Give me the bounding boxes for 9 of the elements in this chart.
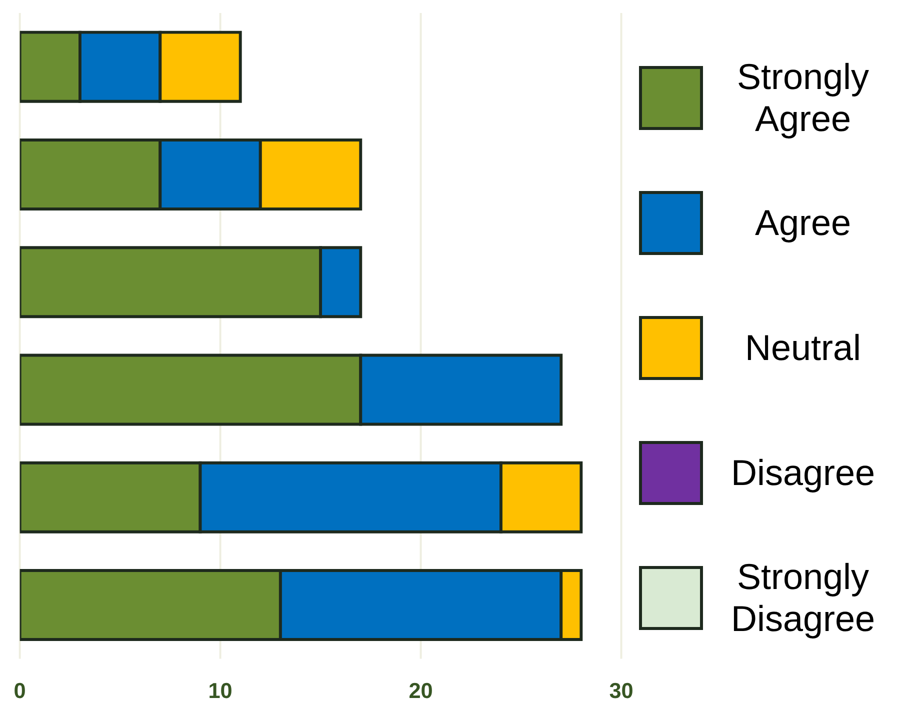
legend-label: Neutral	[744, 327, 862, 369]
legend-label: Disagree	[730, 452, 876, 494]
x-tick-label: 20	[408, 678, 433, 703]
legend-label: Agree	[754, 202, 852, 244]
x-tick-label: 0	[14, 678, 26, 703]
legend-label: Strongly Disagree	[730, 556, 876, 640]
x-tick-label: 10	[208, 678, 232, 703]
legend-label: Strongly Agree	[736, 56, 870, 140]
x-tick-label: 30	[609, 678, 634, 703]
